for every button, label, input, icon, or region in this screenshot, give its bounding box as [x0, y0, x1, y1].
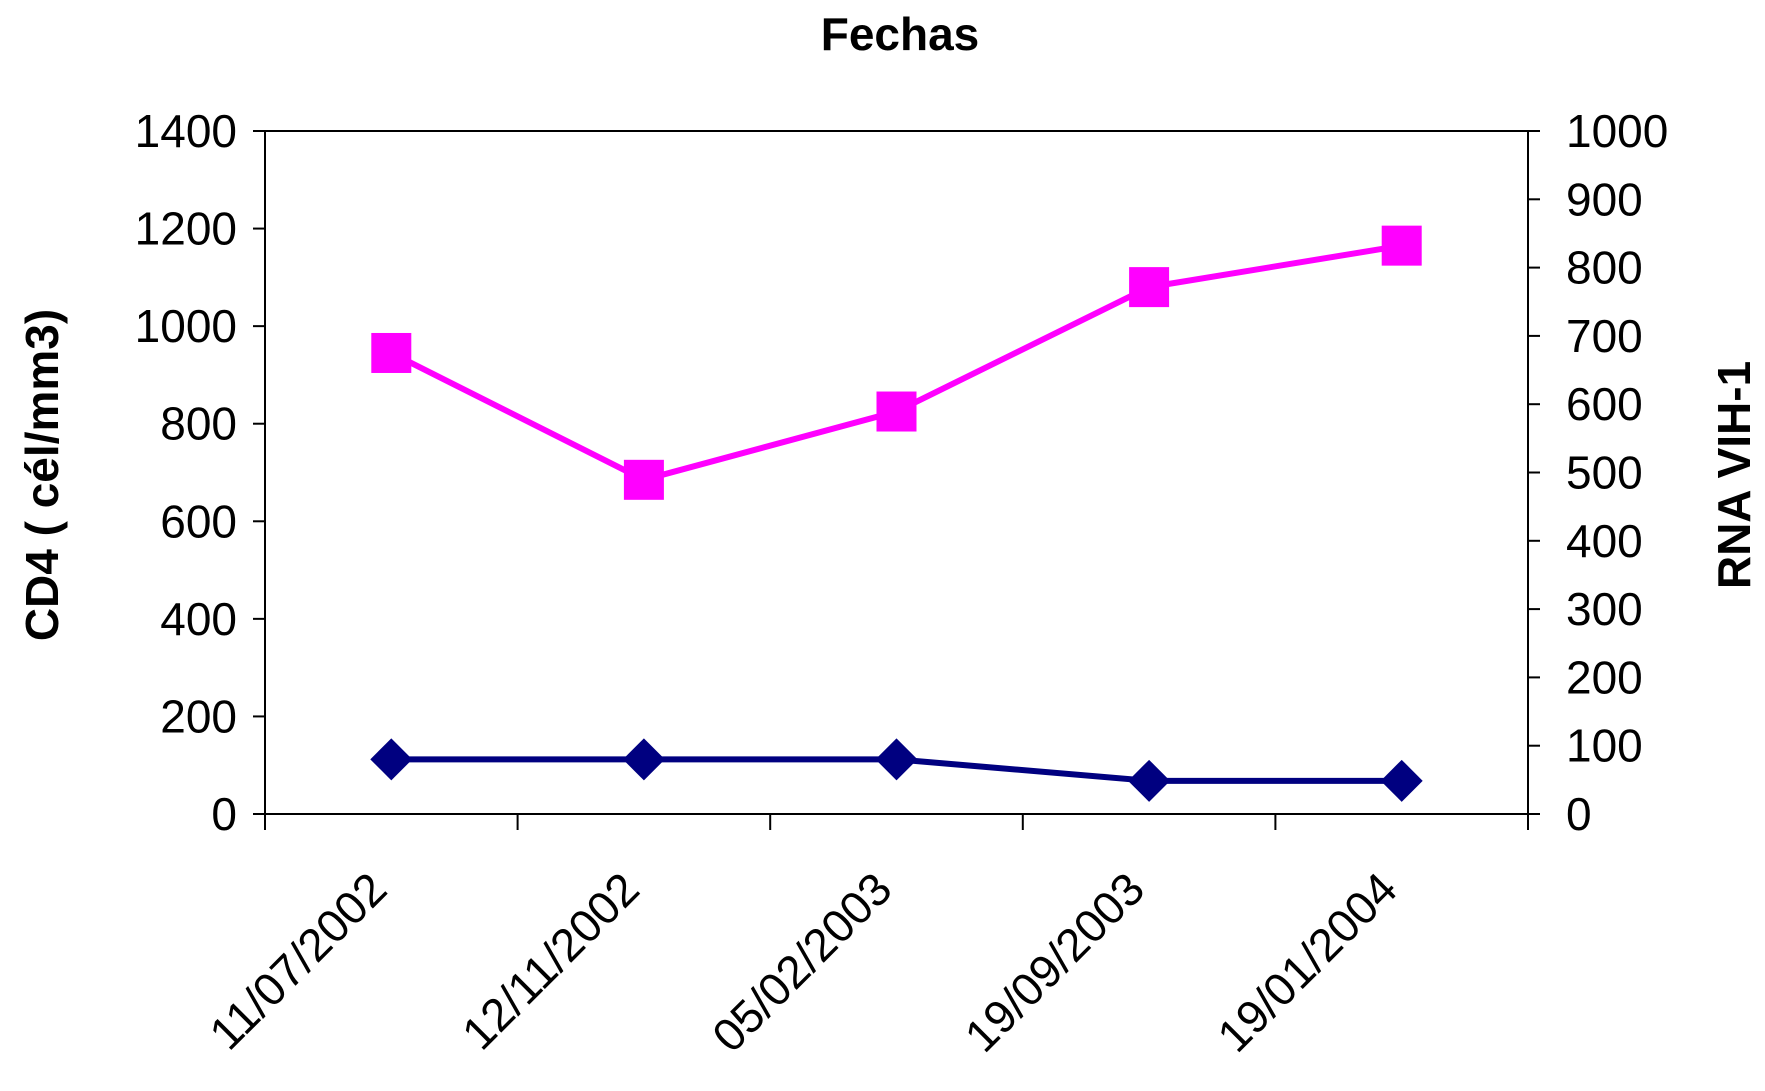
x-tick-label: 05/02/2003: [702, 862, 902, 1062]
series-1-point: [875, 738, 918, 781]
plot-area: [264, 130, 1529, 815]
series-1-point: [622, 738, 665, 781]
series-0-point: [371, 332, 412, 373]
y2-axis: 0 100 200 300 400 500 600 700 800 900 1000: [1528, 105, 1668, 840]
y2-tick-label: 0: [1566, 788, 1592, 840]
series-1-point: [1128, 759, 1171, 802]
chart-title: Fechas: [821, 8, 980, 60]
series-0-line: [389, 242, 1403, 483]
series-0-point: [623, 459, 664, 500]
y-tick-label: 1200: [135, 203, 237, 255]
series-0-point: [1129, 267, 1170, 308]
y2-tick-label: 500: [1566, 447, 1643, 499]
x-tick-label: 19/01/2004: [1207, 862, 1407, 1062]
x-tick-label: 11/07/2002: [199, 862, 396, 1059]
series-layer: [370, 225, 1423, 802]
y2-tick-label: 900: [1566, 173, 1643, 225]
series-0-point: [876, 391, 917, 432]
y-tick-label: 1000: [135, 300, 237, 352]
series-0-point: [1381, 225, 1422, 266]
y2-tick-label: 100: [1566, 720, 1643, 772]
series-1-point: [1380, 759, 1423, 802]
y2-axis-label: RNA VIH-1: [1708, 361, 1760, 589]
y-tick-label: 1400: [135, 105, 237, 157]
x-tick-label: 19/09/2003: [955, 862, 1155, 1062]
y2-tick-label: 300: [1566, 583, 1643, 635]
y2-tick-label: 1000: [1566, 105, 1668, 157]
y-tick-label: 800: [160, 398, 237, 450]
y-axis: 0 200 400 600 800 1000 1200 1400: [135, 105, 265, 840]
x-tick-label: 12/11/2002: [452, 862, 649, 1059]
y2-tick-label: 400: [1566, 515, 1643, 567]
y-tick-label: 600: [160, 495, 237, 547]
y-tick-label: 0: [211, 788, 237, 840]
y-tick-label: 200: [160, 690, 237, 742]
y2-tick-label: 700: [1566, 310, 1643, 362]
y2-tick-label: 800: [1566, 242, 1643, 294]
series-1-point: [370, 738, 413, 781]
y-axis-label: CD4 ( cél/mm3): [16, 309, 68, 641]
y2-tick-label: 200: [1566, 651, 1643, 703]
y-tick-label: 400: [160, 593, 237, 645]
y2-tick-label: 600: [1566, 378, 1643, 430]
x-axis: 11/07/2002 12/11/2002 05/02/2003 19/09/2003…: [199, 814, 1529, 1062]
